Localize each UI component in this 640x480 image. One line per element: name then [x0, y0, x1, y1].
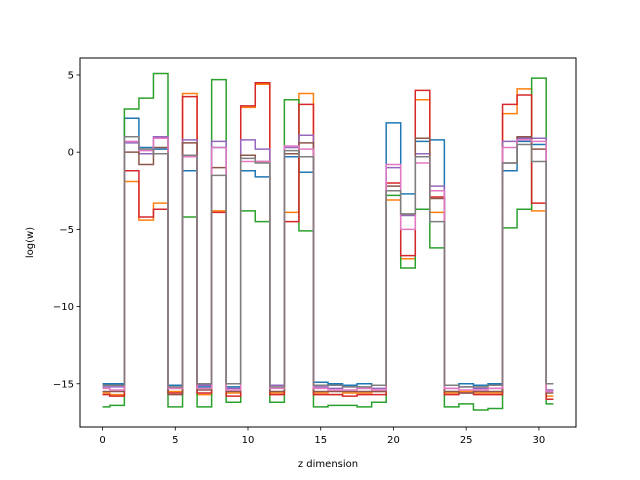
series-line-3 [102, 72, 554, 411]
y-tick-label: −15 [53, 379, 74, 390]
x-axis-label: z dimension [298, 459, 358, 470]
y-tick-label: 5 [68, 70, 74, 81]
y-tick-label: −10 [53, 302, 74, 313]
x-tick-label: 0 [99, 435, 105, 446]
x-tick-label: 15 [314, 435, 327, 446]
x-tick-label: 25 [460, 435, 473, 446]
x-tick-label: 10 [242, 435, 255, 446]
y-tick-label: 0 [68, 148, 74, 159]
y-tick-label: −5 [59, 225, 74, 236]
x-tick-label: 20 [387, 435, 400, 446]
x-tick-label: 30 [533, 435, 546, 446]
plot-frame [79, 57, 577, 428]
series-layer [102, 72, 554, 411]
series-line-7 [102, 137, 554, 393]
y-axis-label: log(w) [25, 227, 36, 258]
x-axis-ticks: 0 5 10 15 20 25 30 [99, 427, 545, 446]
y-axis-ticks: −15 −10 −5 0 5 [53, 70, 80, 390]
x-tick-label: 5 [172, 435, 178, 446]
